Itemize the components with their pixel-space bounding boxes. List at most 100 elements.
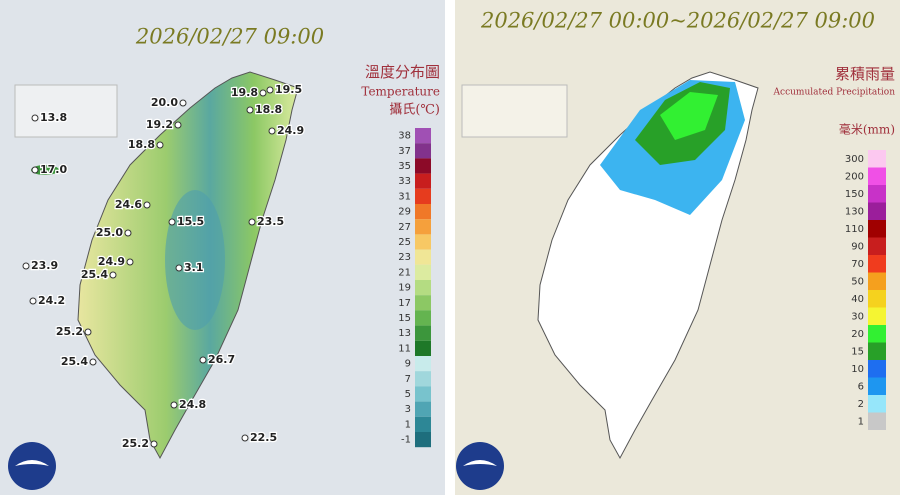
- rain-area: [660, 92, 718, 140]
- legend-swatch: [868, 202, 886, 220]
- station-value: 24.2: [38, 294, 65, 307]
- station-dot: [259, 89, 267, 97]
- legend-label: 33: [398, 176, 411, 187]
- legend-swatch: [415, 340, 431, 356]
- legend-swatch: [415, 295, 431, 311]
- legend-swatch: [415, 401, 431, 417]
- legend-label: 200: [845, 171, 864, 182]
- legend-label: 30: [851, 311, 864, 322]
- station-value: 18.8: [255, 103, 282, 116]
- legend-swatch: [415, 371, 431, 387]
- legend-swatch: [415, 356, 431, 372]
- legend-swatch: [415, 128, 431, 144]
- legend-label: 31: [398, 191, 411, 202]
- legend-label: 50: [851, 276, 864, 287]
- legend-label: 15: [398, 313, 411, 324]
- legend-label: 11: [398, 343, 411, 354]
- station-dot: [268, 127, 276, 135]
- legend-label: 21: [398, 267, 411, 278]
- station-dot: [168, 218, 176, 226]
- station-value: 24.8: [179, 398, 206, 411]
- station-dot: [31, 114, 39, 122]
- station-dot: [109, 271, 117, 279]
- station-dot: [29, 297, 37, 305]
- legend-label: 19: [398, 283, 411, 294]
- legend-label: 90: [851, 241, 864, 252]
- legend-label: 300: [845, 154, 864, 165]
- title: 2026/02/27 00:00~2026/02/27 09:00: [480, 9, 875, 33]
- legend-swatch: [415, 158, 431, 174]
- legend-swatch: [868, 272, 886, 290]
- station-dot: [175, 264, 183, 272]
- legend-subtitle: Accumulated Precipitation: [773, 88, 896, 98]
- station-value: 13.8: [40, 111, 67, 124]
- legend-label: 110: [845, 224, 864, 235]
- legend-swatch: [868, 185, 886, 203]
- legend-label: 1: [405, 419, 411, 430]
- station-value: 17.0: [40, 163, 67, 176]
- legend-label: 27: [398, 222, 411, 233]
- legend-title: 累積雨量: [835, 65, 895, 83]
- station-value: 22.5: [250, 431, 277, 444]
- inset: [461, 84, 568, 138]
- station-value: 25.0: [96, 226, 123, 239]
- legend-swatch: [415, 310, 431, 326]
- legend-swatch: [868, 412, 886, 430]
- title: 2026/02/27 09:00: [135, 25, 324, 49]
- legend-label: 15: [851, 346, 864, 357]
- legend-swatch: [868, 220, 886, 238]
- legend-swatch: [868, 325, 886, 343]
- legend-label: 9: [405, 359, 411, 370]
- station-value: 24.9: [277, 124, 304, 137]
- legend-label: 6: [858, 381, 864, 392]
- legend-swatch: [868, 150, 886, 168]
- legend-swatch: [868, 342, 886, 360]
- legend-swatch: [868, 167, 886, 185]
- legend-label: 13: [398, 328, 411, 339]
- legend-swatch: [415, 249, 431, 265]
- station-value: 19.5: [275, 83, 302, 96]
- legend-label: 20: [851, 329, 864, 340]
- legend-label: 3: [405, 404, 411, 415]
- legend-label: 40: [851, 294, 864, 305]
- legend-label: 35: [398, 161, 411, 172]
- station-dot: [143, 201, 151, 209]
- legend-swatch: [868, 395, 886, 413]
- station-value: 15.5: [177, 215, 204, 228]
- logo: [456, 442, 504, 490]
- legend-swatch: [415, 188, 431, 204]
- station-dot: [199, 356, 207, 364]
- legend-swatch: [868, 290, 886, 308]
- legend-swatch: [415, 432, 431, 448]
- legend-subtitle: Temperature: [361, 85, 440, 99]
- legend-label: 1: [858, 416, 864, 427]
- station-value: 19.8: [231, 86, 258, 99]
- legend-label: -1: [401, 435, 411, 446]
- legend-swatch: [868, 377, 886, 395]
- station-value: 18.8: [128, 138, 155, 151]
- legend-swatch: [415, 173, 431, 189]
- island: [31, 165, 59, 175]
- station-dot: [241, 434, 249, 442]
- legend-swatch: [415, 416, 431, 432]
- legend-label: 23: [398, 252, 411, 263]
- legend-label: 5: [405, 389, 411, 400]
- station-dot: [22, 262, 30, 270]
- station-dot: [31, 166, 39, 174]
- legend-label: 7: [405, 374, 411, 385]
- station-dot: [124, 229, 132, 237]
- legend-swatch: [868, 307, 886, 325]
- legend-label: 10: [851, 364, 864, 375]
- station-value: 24.9: [98, 255, 125, 268]
- station-value: 25.4: [81, 268, 108, 281]
- station-value: 24.6: [115, 198, 142, 211]
- station-value: 20.0: [151, 96, 178, 109]
- station-value: 25.2: [122, 437, 149, 450]
- station-dot: [156, 141, 164, 149]
- logo: [8, 442, 56, 490]
- station-dot: [150, 440, 158, 448]
- legend-swatch: [415, 219, 431, 235]
- legend-label: 70: [851, 259, 864, 270]
- station-value: 3.1: [184, 261, 204, 274]
